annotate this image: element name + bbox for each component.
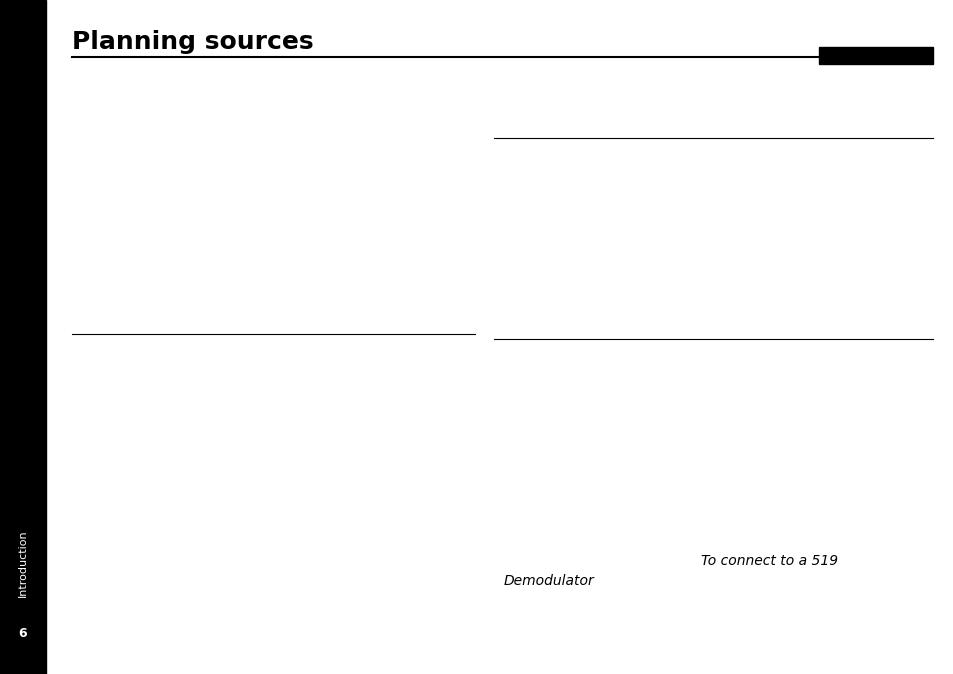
Text: Demodulator: Demodulator <box>503 574 594 588</box>
Text: 6: 6 <box>18 627 28 640</box>
Text: Introduction: Introduction <box>18 529 28 596</box>
Text: Planning sources: Planning sources <box>71 30 313 55</box>
Text: To connect to a 519: To connect to a 519 <box>700 554 838 568</box>
Bar <box>818 47 932 64</box>
Bar <box>0 0 46 674</box>
